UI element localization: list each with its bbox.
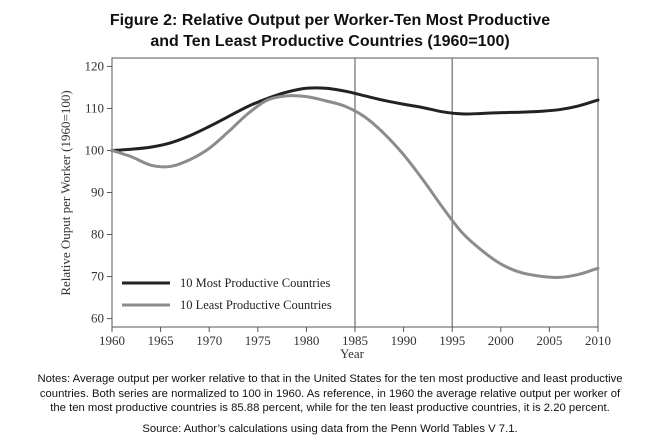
- x-axis-title: Year: [340, 346, 365, 361]
- x-tick-label: 1970: [196, 333, 222, 348]
- legend-label-most: 10 Most Productive Countries: [180, 276, 330, 290]
- x-tick-label: 2010: [585, 333, 611, 348]
- y-axis-title: Relative Ouput per Worker (1960=100): [58, 90, 73, 295]
- x-tick-label: 2005: [536, 333, 562, 348]
- notes-line2: countries. Both series are normalized to…: [39, 387, 621, 400]
- y-tick-label: 60: [91, 311, 104, 326]
- legend: 10 Most Productive Countries 10 Least Pr…: [122, 276, 332, 312]
- source-note: Source: Author’s calculations using data…: [142, 422, 518, 435]
- x-tick-label: 1975: [245, 333, 271, 348]
- y-tick-label: 100: [85, 142, 105, 157]
- x-tick-label: 1990: [391, 333, 417, 348]
- figure-title-line2: and Ten Least Productive Countries (1960…: [150, 33, 510, 50]
- y-tick-label: 80: [91, 227, 104, 242]
- y-tick-label: 120: [85, 58, 105, 73]
- x-tick-label: 1995: [439, 333, 465, 348]
- x-tick-label: 1985: [342, 333, 368, 348]
- y-tick-label: 70: [91, 269, 104, 284]
- figure-title-line1: Figure 2: Relative Output per Worker-Ten…: [109, 12, 551, 29]
- series-line-most-productive: [110, 86, 600, 152]
- y-tick-label: 110: [85, 100, 104, 115]
- figure-title: Figure 2: Relative Output per Worker-Ten…: [0, 10, 660, 52]
- notes: Notes: Average output per worker relativ…: [0, 372, 660, 436]
- legend-label-least: 10 Least Productive Countries: [180, 298, 332, 312]
- line-chart: 1960 1965 1970 1975 1980 1985 1990 1995 2000 2005…: [58, 57, 611, 361]
- y-tick-label: 90: [91, 185, 104, 200]
- x-tick-label: 1980: [293, 333, 319, 348]
- x-tick-label: 2000: [488, 333, 514, 348]
- notes-line1: Notes: Average output per worker relativ…: [37, 373, 623, 385]
- x-tick-label: 1965: [148, 333, 174, 348]
- x-tick-label: 1960: [99, 333, 125, 348]
- series-line-least-productive: [110, 94, 600, 279]
- notes-line3: the ten most productive countries is 85.…: [50, 402, 610, 414]
